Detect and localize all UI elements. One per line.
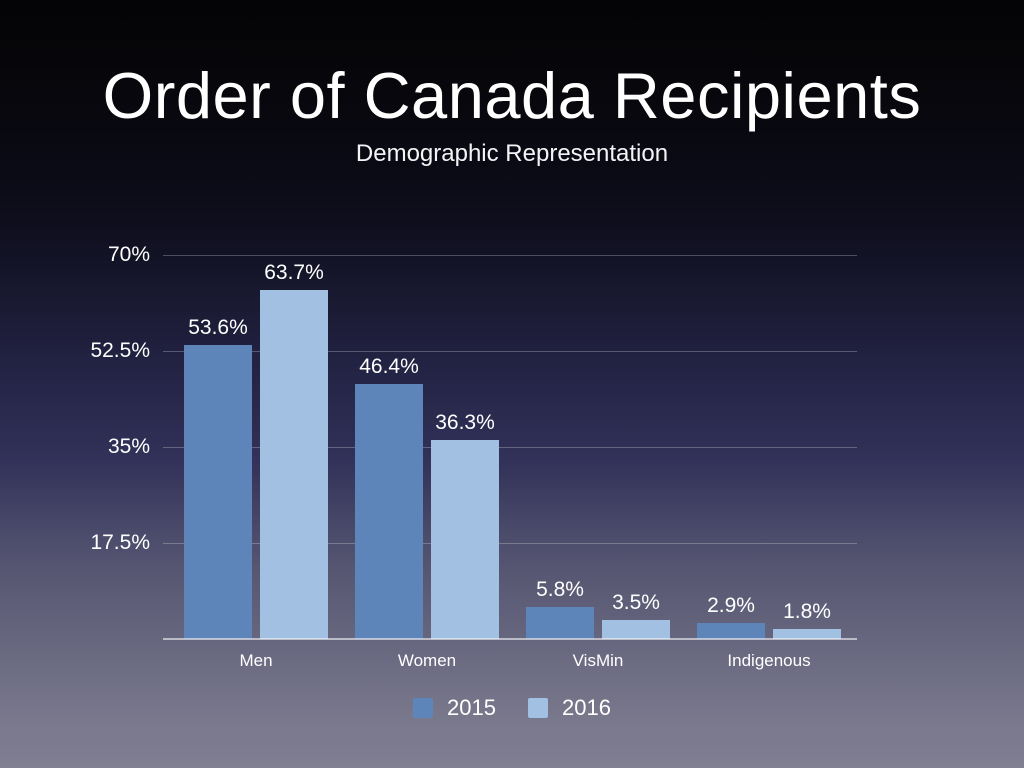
slide-subtitle: Demographic Representation: [355, 140, 669, 167]
bar-2015-women: [355, 384, 423, 639]
legend-swatch-2015: [413, 698, 434, 718]
slide-title: Order of Canada Recipients: [102, 59, 922, 132]
value-label-2015-men: 53.6%: [188, 315, 248, 339]
value-label-2015-vismin: 5.8%: [536, 578, 584, 602]
legend-label-2015: 2015: [447, 695, 496, 720]
value-label-2016-men: 63.7%: [264, 260, 324, 284]
value-label-2015-women: 46.4%: [359, 355, 419, 379]
gridline-52.5%: [163, 351, 857, 352]
value-label-2016-vismin: 3.5%: [612, 590, 660, 614]
bar-2015-vismin: [526, 607, 594, 639]
bar-2015-indigenous: [697, 623, 765, 639]
gridline-70%: [163, 255, 857, 256]
legend-entry-2016: 2016: [528, 696, 611, 720]
category-label-women: Women: [397, 651, 457, 670]
category-label-men: Men: [239, 651, 273, 670]
gridline-35%: [163, 447, 857, 448]
legend-label-2016: 2016: [562, 695, 611, 720]
legend-swatch-2016: [528, 698, 548, 718]
category-label-vismin: VisMin: [572, 651, 624, 670]
value-label-2016-women: 36.3%: [435, 410, 495, 434]
bar-2015-men: [184, 344, 252, 639]
y-tick-label: 70%: [107, 243, 150, 266]
y-tick-label: 52.5%: [90, 339, 150, 362]
bar-2016-vismin: [602, 619, 670, 639]
chart-legend: 2015 2016: [0, 696, 1024, 720]
value-label-2016-indigenous: 1.8%: [783, 600, 831, 624]
y-tick-label: 17.5%: [90, 531, 150, 554]
bar-2016-indigenous: [773, 629, 841, 639]
legend-entry-2015: 2015: [413, 696, 496, 720]
y-tick-label: 35%: [107, 435, 150, 458]
bar-2016-men: [260, 289, 328, 639]
bar-2016-women: [431, 439, 499, 639]
x-axis-line: [163, 638, 857, 640]
value-label-2015-indigenous: 2.9%: [707, 594, 755, 618]
gridline-17.5%: [163, 543, 857, 544]
category-label-indigenous: Indigenous: [727, 651, 811, 670]
